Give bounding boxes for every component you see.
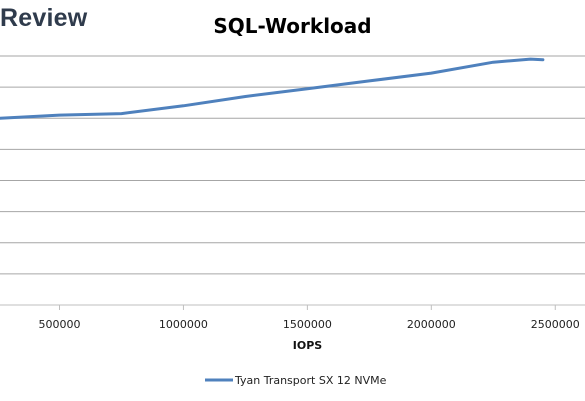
x-tick-label: 1000000 [159, 318, 208, 331]
brand-logo: Review [0, 4, 88, 32]
legend: Tyan Transport SX 12 NVMe [205, 374, 387, 387]
gridlines [0, 55, 585, 306]
x-tick-label: 1500000 [283, 318, 332, 331]
x-tick-labels: 500000 1000000 1500000 2000000 2500000 [38, 305, 580, 331]
x-axis-label: IOPS [293, 339, 323, 352]
series-lines [0, 57, 545, 120]
chart-title: SQL-Workload [213, 14, 372, 38]
legend-label: Tyan Transport SX 12 NVMe [234, 374, 387, 387]
x-tick-label: 2500000 [531, 318, 580, 331]
x-tick-label: 500000 [38, 318, 80, 331]
x-tick-label: 2000000 [407, 318, 456, 331]
series-line [0, 57, 545, 120]
